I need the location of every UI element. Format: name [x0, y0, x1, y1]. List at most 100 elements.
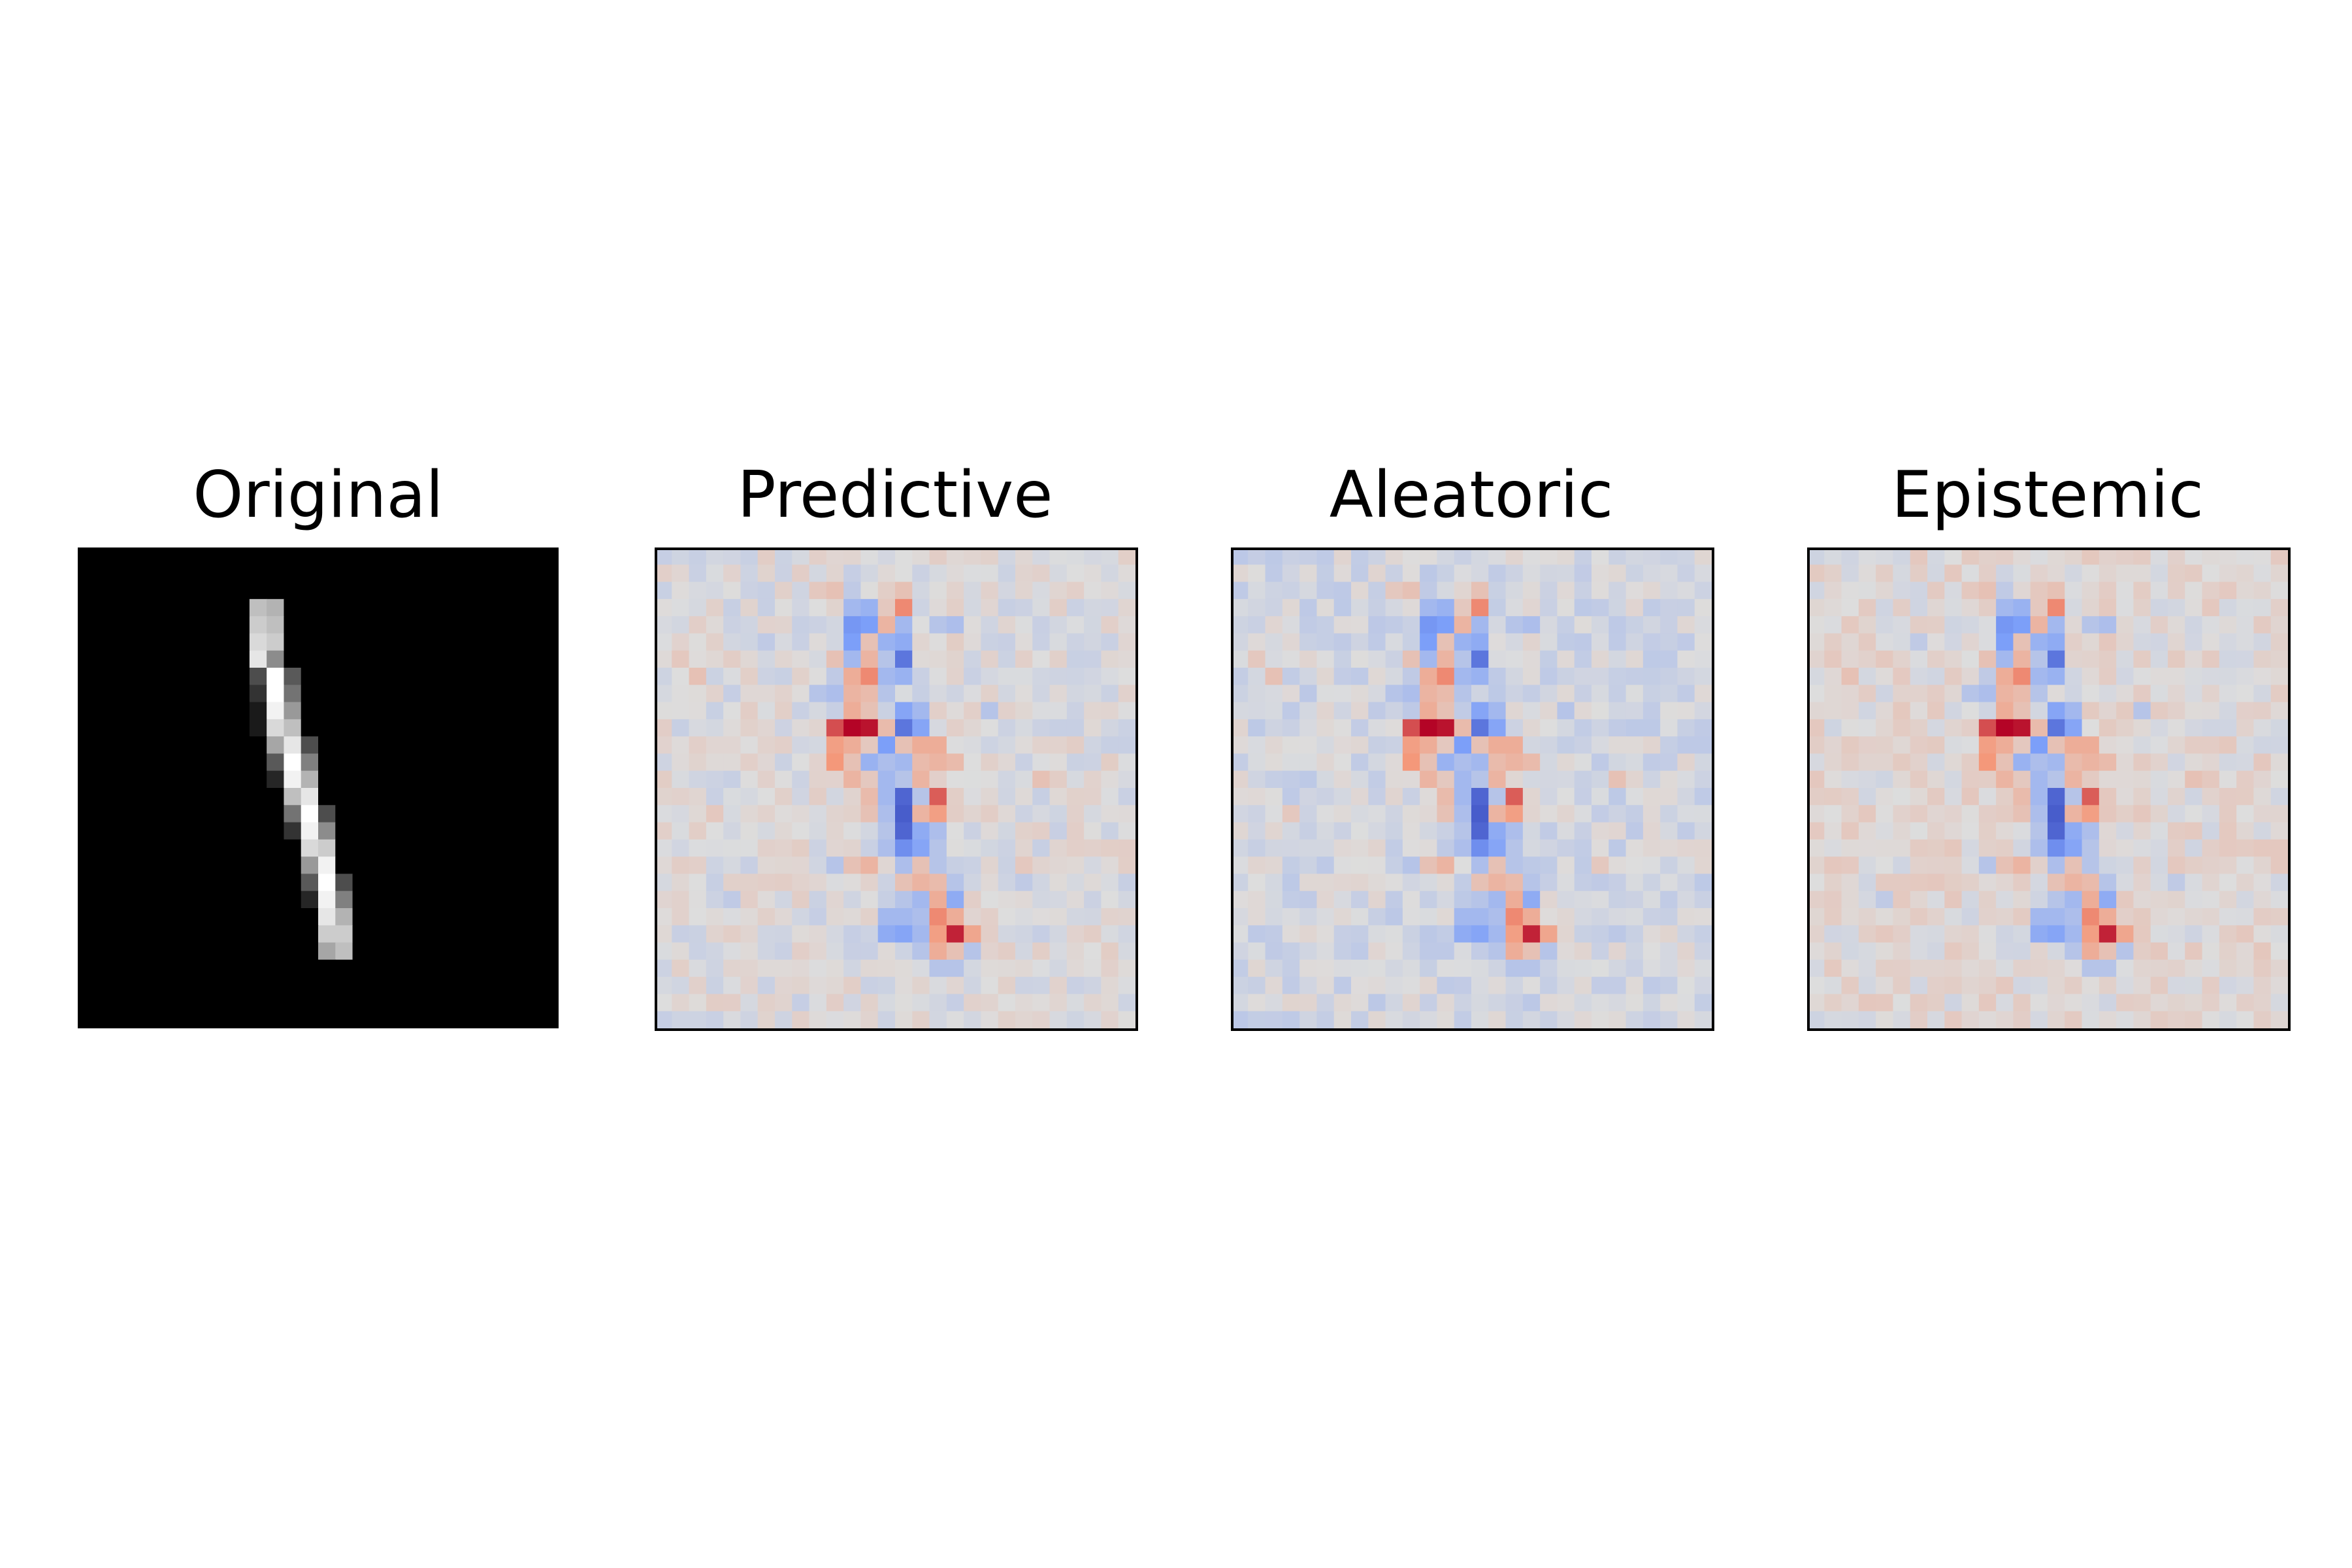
heatmap-cell [1316, 805, 1335, 823]
heatmap-cell [455, 547, 474, 565]
heatmap-cell [1118, 668, 1135, 685]
heatmap-cell [267, 908, 285, 926]
heatmap-cell [2133, 685, 2151, 703]
heatmap-cell [1351, 959, 1369, 977]
heatmap-cell [2253, 650, 2272, 668]
heatmap-cell [946, 874, 964, 892]
heatmap-cell [232, 788, 250, 806]
heatmap-cell [180, 598, 199, 617]
heatmap-cell [1471, 977, 1489, 995]
heatmap-cell [1333, 942, 1352, 960]
heatmap-cell [929, 1011, 947, 1028]
heatmap-cell [1893, 788, 1911, 806]
heatmap-cell [2150, 839, 2168, 857]
heatmap-cell [301, 633, 319, 651]
heatmap-cell [2185, 770, 2203, 789]
heatmap-cell [1049, 805, 1068, 823]
heatmap-cell [215, 925, 233, 943]
heatmap-cell [2150, 908, 2168, 926]
heatmap-cell [1488, 977, 1507, 995]
heatmap-cell [163, 581, 182, 600]
heatmap-cell [740, 977, 759, 995]
heatmap-cell [1677, 908, 1695, 926]
heatmap-cell [998, 857, 1016, 875]
heatmap-cell [912, 890, 930, 909]
heatmap-cell [249, 650, 267, 668]
heatmap-cell [2219, 753, 2237, 772]
heatmap-cell [369, 633, 387, 651]
heatmap-cell [335, 650, 353, 668]
heatmap-cell [1910, 874, 1928, 892]
heatmap-cell [1231, 616, 1249, 634]
heatmap-cell [1824, 788, 1842, 806]
heatmap-cell [655, 890, 672, 909]
heatmap-cell [1893, 633, 1911, 651]
heatmap-cell [1824, 564, 1842, 583]
heatmap-cell [1910, 977, 1928, 995]
heatmap-cell [1642, 908, 1661, 926]
heatmap-cell [507, 719, 525, 737]
heatmap-cell [1592, 942, 1609, 960]
heatmap-cell [1694, 547, 1712, 565]
heatmap-cell [1609, 977, 1627, 995]
heatmap-cell [335, 857, 353, 875]
heatmap-cell [775, 547, 792, 565]
heatmap-cell [689, 633, 707, 651]
heatmap-cell [843, 668, 862, 685]
heatmap-cell [706, 994, 724, 1012]
heatmap-cell [826, 633, 844, 651]
heatmap-cell [1488, 994, 1507, 1012]
heatmap-cell [387, 959, 405, 977]
heatmap-cell [946, 564, 964, 583]
heatmap-cell [757, 581, 776, 600]
heatmap-cell [146, 805, 165, 823]
heatmap-cell [2219, 874, 2237, 892]
heatmap-cell [2013, 753, 2031, 772]
heatmap-cell [1609, 702, 1627, 720]
heatmap-cell [1996, 857, 2014, 875]
heatmap-cell [826, 890, 844, 909]
heatmap-cell [1540, 942, 1558, 960]
heatmap-cell [946, 925, 964, 943]
heatmap-cell [1420, 890, 1438, 909]
heatmap-cell [1557, 719, 1575, 737]
heatmap-cell [472, 890, 491, 909]
heatmap-cell [1944, 547, 1963, 565]
heatmap-cell [1625, 685, 1644, 703]
heatmap-cell [1944, 908, 1963, 926]
heatmap-cell [215, 736, 233, 755]
heatmap-cell [1402, 908, 1420, 926]
heatmap-cell [655, 822, 672, 840]
heatmap-cell [180, 547, 199, 565]
heatmap-cell [1592, 890, 1609, 909]
heatmap-cell [1858, 942, 1876, 960]
heatmap-cell [860, 994, 879, 1012]
heatmap-cell [792, 719, 810, 737]
heatmap-cell [1858, 874, 1876, 892]
heatmap-cell [895, 805, 913, 823]
heatmap-cell [472, 822, 491, 840]
heatmap-cell [2219, 788, 2237, 806]
heatmap-cell [1625, 650, 1644, 668]
axes-frame [1807, 547, 2291, 1031]
heatmap-cell [1049, 770, 1068, 789]
heatmap-cell [2065, 598, 2083, 617]
heatmap-cell [929, 736, 947, 755]
heatmap-cell [1471, 685, 1489, 703]
heatmap-cell [1557, 874, 1575, 892]
heatmap-cell [981, 547, 999, 565]
heatmap-cell [1368, 598, 1386, 617]
heatmap-cell [826, 857, 844, 875]
heatmap-cell [1910, 668, 1928, 685]
heatmap-cell [1841, 719, 1859, 737]
heatmap-cell [78, 857, 95, 875]
heatmap-cell [1522, 839, 1541, 857]
heatmap-cell [232, 719, 250, 737]
heatmap-cell [757, 1011, 776, 1028]
heatmap-cell [1032, 805, 1051, 823]
heatmap-cell [1996, 616, 2014, 634]
heatmap-cell [1910, 564, 1928, 583]
heatmap-cell [1824, 890, 1842, 909]
heatmap-cell [1101, 547, 1119, 565]
heatmap-cell [198, 753, 216, 772]
